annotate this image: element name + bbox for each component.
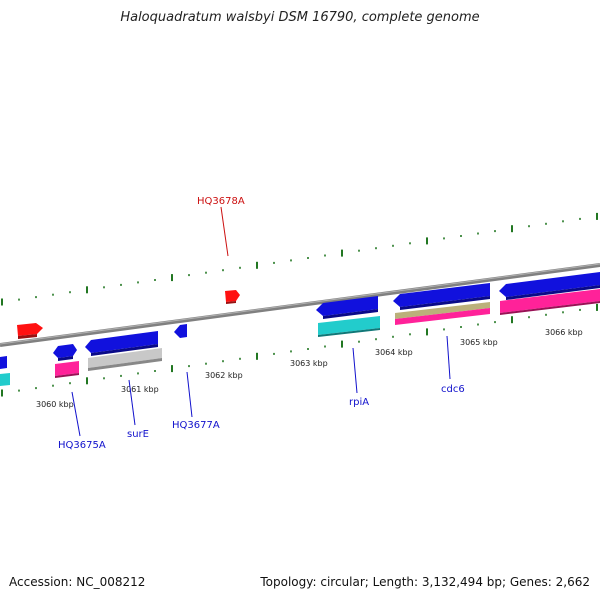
kbp-label-3064: 3064 kbp bbox=[375, 348, 413, 357]
leader-line-rpia bbox=[352, 347, 358, 394]
accession-text: Accession: NC_008212 bbox=[9, 575, 146, 589]
forward-gene-sure[interactable] bbox=[85, 331, 158, 356]
forward-gene-hq3677a[interactable] bbox=[174, 324, 187, 338]
gene-label-cdc6[interactable]: cdc6 bbox=[441, 384, 465, 395]
forward-gene-cdc6[interactable] bbox=[393, 283, 490, 310]
upper-tick-track bbox=[1, 212, 598, 306]
forward-gene-rpia[interactable] bbox=[316, 296, 378, 319]
kbp-label-3063: 3063 kbp bbox=[290, 359, 328, 368]
reverse-gene-left[interactable] bbox=[17, 323, 43, 339]
feature-magenta-cdc6 bbox=[395, 308, 490, 325]
gene-label-hq3675a[interactable]: HQ3675A bbox=[58, 440, 106, 451]
forward-gene-right[interactable] bbox=[499, 272, 600, 300]
kbp-label-3062: 3062 kbp bbox=[205, 371, 243, 380]
kbp-label-3065: 3065 kbp bbox=[460, 338, 498, 347]
leader-line-hq3678a bbox=[220, 206, 229, 257]
kbp-label-3061: 3061 kbp bbox=[121, 385, 159, 394]
gene-label-hq3677a[interactable]: HQ3677A bbox=[172, 420, 220, 431]
gene-label-sure[interactable]: surE bbox=[127, 429, 149, 440]
feature-khaki-cdc6 bbox=[395, 302, 490, 319]
leader-line-hq3677a bbox=[186, 371, 193, 418]
kbp-label-3066: 3066 kbp bbox=[545, 328, 583, 337]
leader-line-sure bbox=[128, 379, 136, 426]
kbp-label-3060: 3060 kbp bbox=[36, 400, 74, 409]
feature-magenta-right bbox=[500, 289, 600, 315]
gene-label-rpia[interactable]: rpiA bbox=[349, 397, 369, 408]
reverse-gene-hq3678a[interactable] bbox=[225, 290, 240, 304]
feature-gray-sure bbox=[88, 348, 162, 371]
leader-line-hq3675a bbox=[71, 391, 81, 437]
forward-gene-hq3675a[interactable] bbox=[53, 344, 77, 361]
feature-cyan-left bbox=[0, 373, 10, 386]
genome-backbone bbox=[0, 263, 600, 347]
genome-title: Haloquadratum walsbyi DSM 16790, complet… bbox=[120, 10, 480, 25]
leader-line-cdc6 bbox=[446, 335, 451, 380]
feature-cyan-rpia bbox=[318, 316, 380, 337]
lower-tick-track bbox=[1, 303, 598, 397]
forward-gene-edge[interactable] bbox=[0, 356, 7, 369]
gene-label-hq3678a[interactable]: HQ3678A bbox=[197, 196, 245, 207]
topology-text: Topology: circular; Length: 3,132,494 bp… bbox=[260, 575, 590, 589]
feature-magenta-hq3675a bbox=[55, 361, 79, 378]
genome-backbone-highlight bbox=[0, 263, 600, 345]
